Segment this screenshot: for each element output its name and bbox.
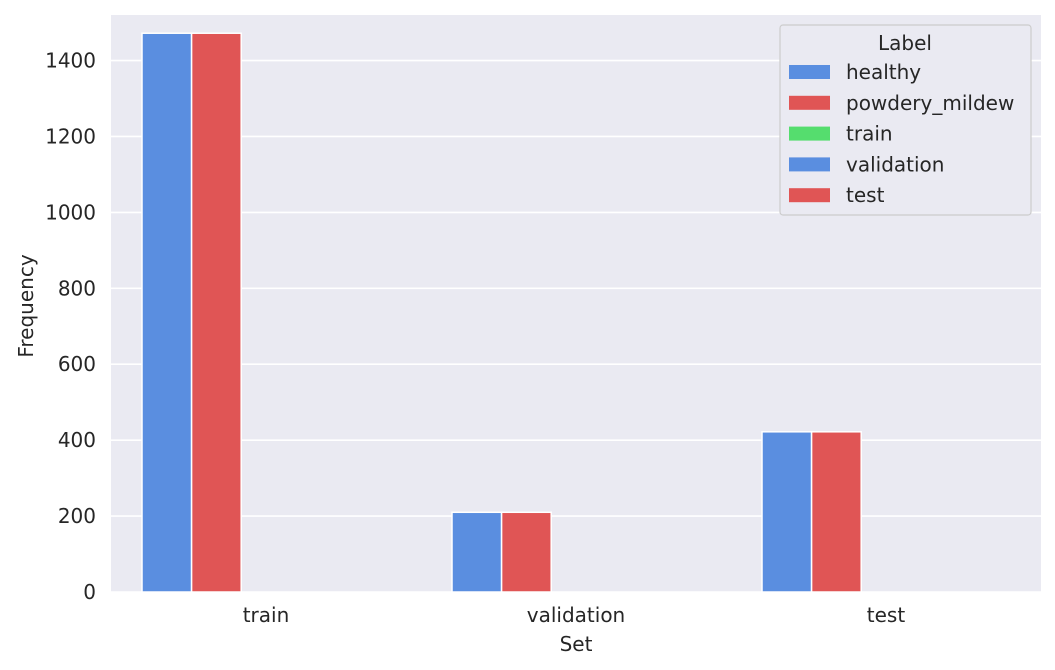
x-tick-labels: train validation test (243, 603, 906, 627)
bar-healthy-validation (451, 511, 503, 593)
bar-healthy-train (141, 32, 193, 593)
legend-label: test (846, 183, 885, 207)
legend-swatch (789, 95, 830, 110)
y-tick-labels: 0 200 400 600 800 1000 1200 1400 (45, 49, 96, 604)
legend-label: validation (846, 152, 944, 176)
x-tick-label: train (243, 603, 290, 627)
legend-label: train (846, 122, 893, 146)
legend-frame (779, 24, 1032, 216)
y-tick-label: 1000 (45, 200, 96, 224)
legend-swatch (789, 157, 830, 172)
bars (141, 32, 862, 593)
y-axis-label: Frequency (14, 254, 38, 357)
y-tick-label: 400 (58, 428, 96, 452)
x-axis-label: Set (560, 632, 593, 656)
legend-title: Label (878, 31, 932, 55)
bar-powdery_mildew-test (810, 431, 862, 593)
bar-healthy-test (761, 431, 813, 593)
y-tick-label: 1400 (45, 49, 96, 73)
x-tick-label: validation (527, 603, 625, 627)
x-tick-label: test (867, 603, 906, 627)
legend-label: powdery_mildew (846, 91, 1014, 115)
legend-label: healthy (846, 60, 921, 84)
y-tick-label: 0 (83, 580, 96, 604)
y-tick-label: 1200 (45, 124, 96, 148)
y-tick-label: 800 (58, 276, 96, 300)
legend-swatch (789, 65, 830, 79)
y-tick-label: 200 (58, 504, 96, 528)
legend-swatch (789, 126, 830, 141)
y-tick-label: 600 (58, 352, 96, 376)
bar-powdery_mildew-validation (500, 511, 552, 593)
bar-powdery_mildew-train (190, 32, 242, 593)
legend-swatch (789, 188, 830, 203)
